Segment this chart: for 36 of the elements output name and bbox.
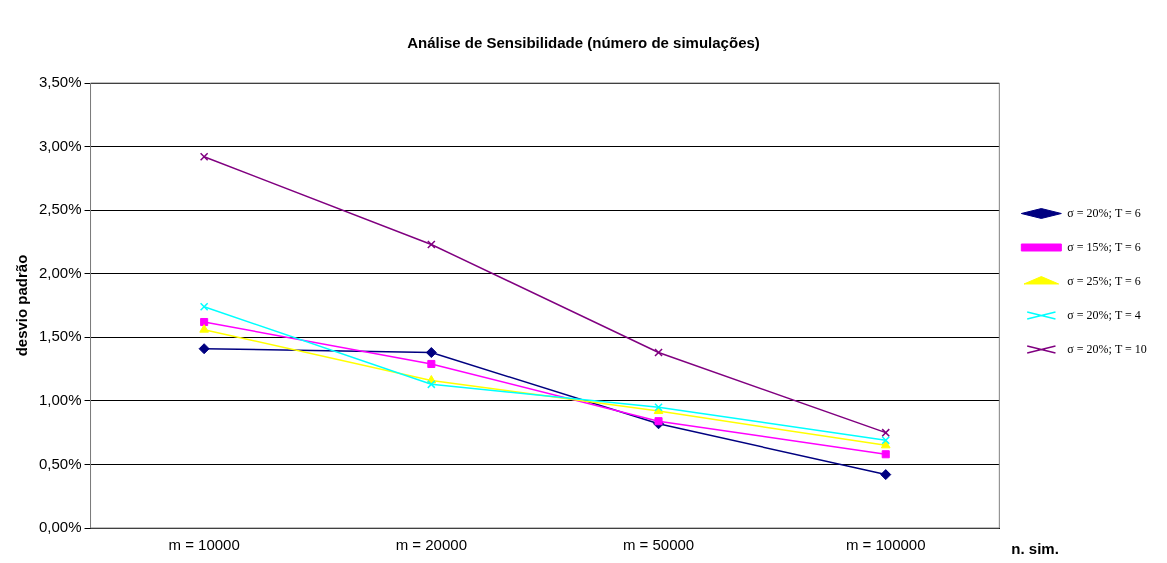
- legend-label: σ = 25%; T = 6: [1067, 273, 1141, 288]
- point: [425, 347, 437, 359]
- point: [654, 417, 663, 426]
- point: [654, 348, 663, 357]
- x-axis-title: n. sim.: [1011, 540, 1059, 558]
- point: [880, 439, 891, 449]
- legend-label: σ = 15%; T = 6: [1067, 239, 1141, 254]
- point: [881, 428, 891, 437]
- point: [427, 240, 436, 249]
- chart-title: Análise de Sensibilidade (número de simulações): [407, 34, 760, 52]
- point: [427, 380, 436, 389]
- y-tick-label: 0,50%: [38, 454, 82, 472]
- x-tick-label: m = 50000: [622, 536, 695, 554]
- point: [199, 324, 209, 333]
- point: [427, 359, 436, 369]
- y-tick-label: 2,50%: [38, 200, 82, 218]
- point: [199, 152, 209, 162]
- legend-label: σ = 20%; T = 10: [1067, 341, 1147, 356]
- y-tick-label: 3,50%: [38, 73, 82, 91]
- point: [198, 343, 210, 355]
- y-tick-label: 2,00%: [38, 263, 82, 281]
- point: [200, 317, 209, 327]
- y-tick-label: 1,00%: [38, 391, 82, 408]
- y-tick-label: 3,00%: [38, 136, 82, 154]
- x-tick-label: m = 100000: [845, 536, 926, 554]
- legend-label: σ = 20%; T = 4: [1067, 307, 1141, 322]
- y-tick-label: 1,50%: [38, 327, 82, 345]
- y-axis-title: desvio padrão: [13, 254, 31, 357]
- y-tick-label: 0,00%: [38, 518, 82, 536]
- point: [881, 450, 890, 459]
- x-tick-label: m = 10000: [168, 536, 240, 554]
- point: [881, 435, 891, 445]
- legend-label: σ = 20%; T = 6: [1067, 205, 1141, 220]
- x-tick-label: m = 20000: [395, 536, 467, 554]
- point: [880, 469, 892, 481]
- point: [199, 302, 209, 312]
